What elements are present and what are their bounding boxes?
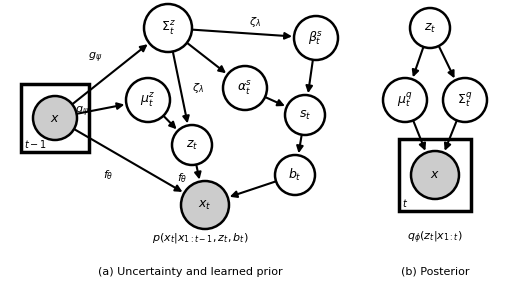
Text: $\Sigma_t^z$: $\Sigma_t^z$ [160, 19, 175, 37]
Circle shape [411, 151, 459, 199]
Text: $\mu_t^z$: $\mu_t^z$ [140, 91, 156, 109]
Text: $t-1$: $t-1$ [24, 138, 47, 150]
Text: $z_t$: $z_t$ [424, 21, 436, 35]
Text: $q_\phi(z_t|x_{1:t})$: $q_\phi(z_t|x_{1:t})$ [407, 230, 463, 246]
Circle shape [285, 95, 325, 135]
Circle shape [126, 78, 170, 122]
Text: $s_t$: $s_t$ [299, 108, 311, 121]
Circle shape [223, 66, 267, 110]
Text: $g_\psi$: $g_\psi$ [75, 105, 89, 119]
Text: $x$: $x$ [50, 111, 60, 124]
Circle shape [172, 125, 212, 165]
Text: $z_t$: $z_t$ [186, 138, 198, 151]
Circle shape [33, 96, 77, 140]
Text: (b) Posterior: (b) Posterior [401, 267, 469, 277]
Text: $f_\theta$: $f_\theta$ [103, 168, 113, 182]
Text: $\Sigma_t^q$: $\Sigma_t^q$ [458, 91, 473, 110]
Circle shape [294, 16, 338, 60]
Text: $g_\psi$: $g_\psi$ [88, 51, 102, 65]
Text: (a) Uncertainty and learned prior: (a) Uncertainty and learned prior [98, 267, 282, 277]
Circle shape [443, 78, 487, 122]
Text: $\mu_t^q$: $\mu_t^q$ [397, 91, 413, 110]
Text: $t$: $t$ [402, 197, 408, 209]
Bar [399, 139, 471, 211]
Text: $x_t$: $x_t$ [198, 198, 211, 212]
Text: $\beta_t^s$: $\beta_t^s$ [308, 29, 323, 47]
Text: $x$: $x$ [430, 168, 440, 181]
Circle shape [410, 8, 450, 48]
Circle shape [383, 78, 427, 122]
Text: $p(x_t|x_{1:t-1},z_t,b_t)$: $p(x_t|x_{1:t-1},z_t,b_t)$ [151, 231, 248, 245]
Text: $\alpha_t^s$: $\alpha_t^s$ [237, 79, 252, 97]
Circle shape [181, 181, 229, 229]
Circle shape [144, 4, 192, 52]
Text: $f_\theta$: $f_\theta$ [177, 171, 187, 185]
Text: $b_t$: $b_t$ [288, 167, 302, 183]
Bar [21, 84, 89, 152]
Text: $\zeta_\lambda$: $\zeta_\lambda$ [192, 81, 204, 95]
Circle shape [275, 155, 315, 195]
Text: $\zeta_\lambda$: $\zeta_\lambda$ [249, 15, 261, 29]
